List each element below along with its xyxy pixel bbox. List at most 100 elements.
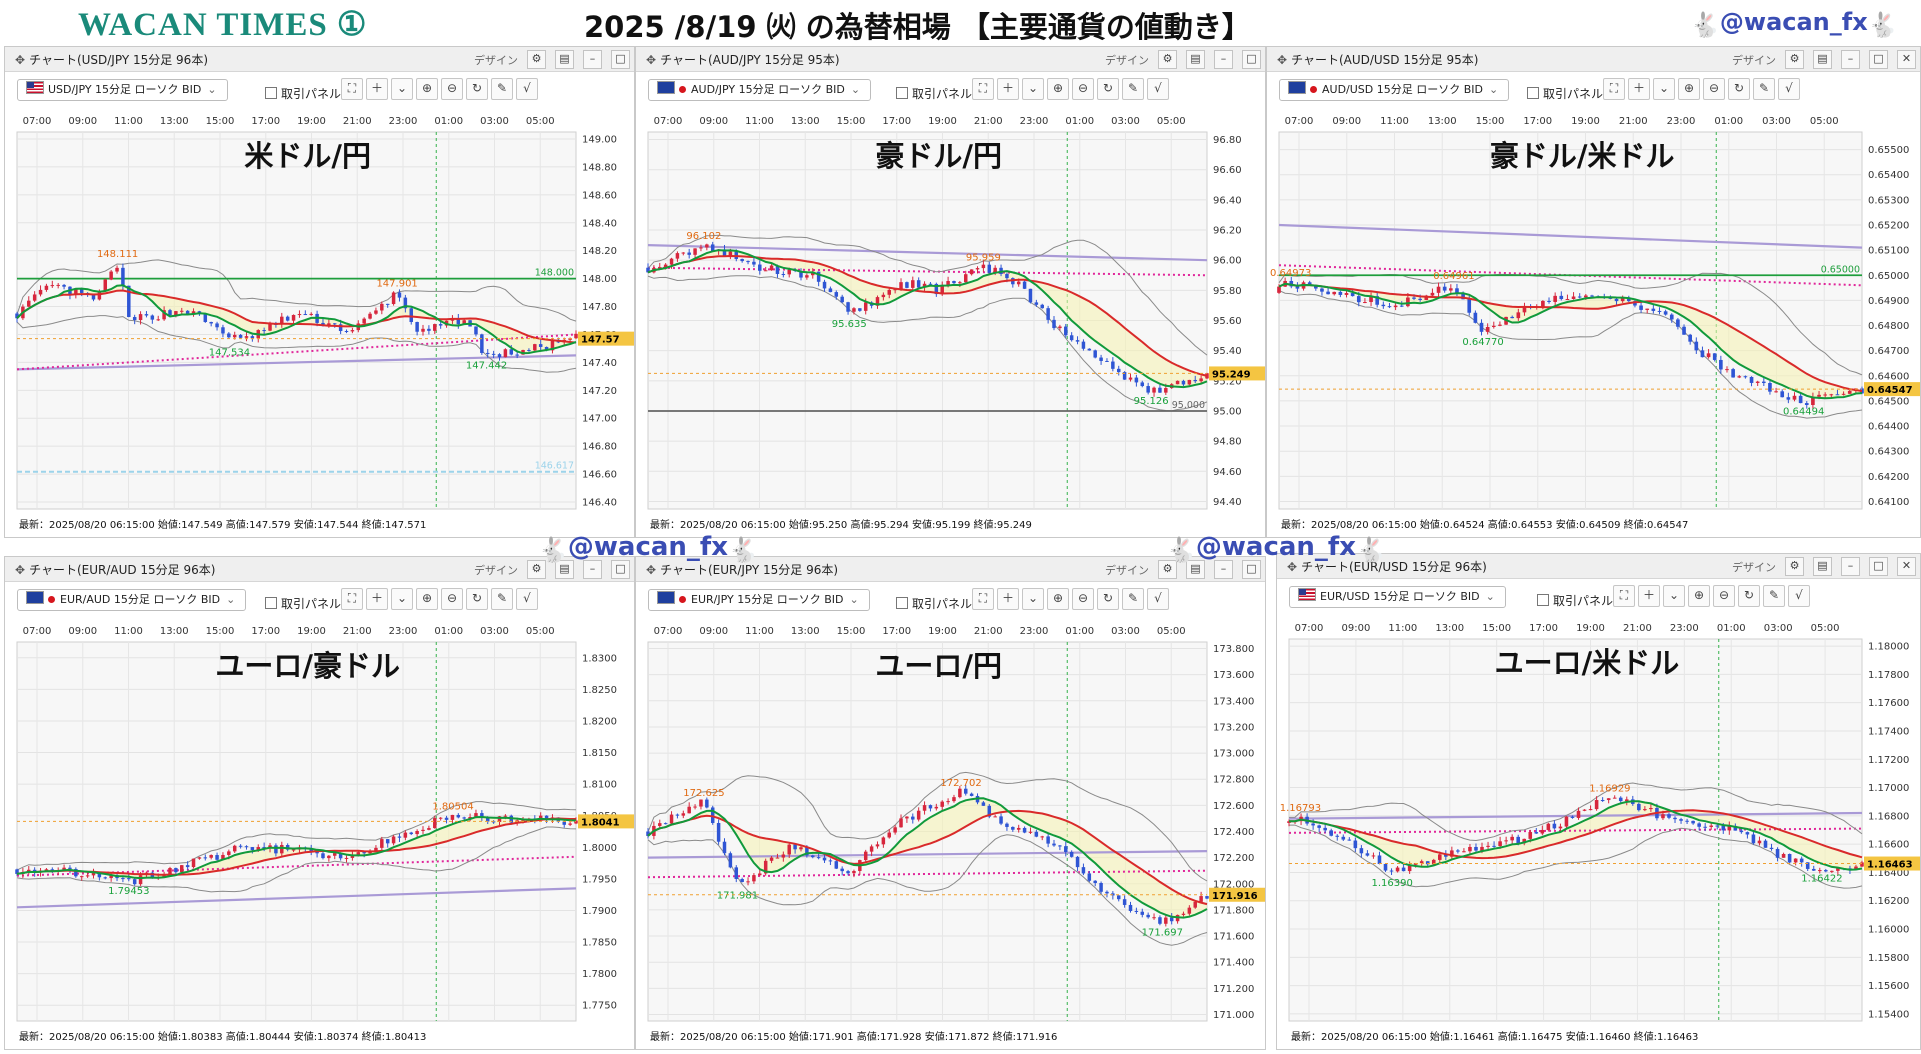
pencil-icon[interactable]: ✎ <box>1122 78 1144 100</box>
maximize-icon[interactable]: □ <box>611 50 630 69</box>
dropdown-icon[interactable]: ⌄ <box>1022 588 1044 610</box>
pencil-icon[interactable]: ✎ <box>491 78 513 100</box>
chart-type-icon[interactable]: ⛶ <box>972 78 994 100</box>
maximize-icon[interactable]: □ <box>1869 557 1888 576</box>
indicator-icon[interactable]: √ <box>1147 588 1169 610</box>
move-icon[interactable]: ✥ <box>646 563 657 577</box>
symbol-selector[interactable]: EUR/USD 15分足 ローソク BID ⌄ <box>1289 586 1506 608</box>
crosshair-icon[interactable]: ＋ <box>997 78 1019 100</box>
chart-type-icon[interactable]: ⛶ <box>341 588 363 610</box>
dropdown-icon[interactable]: ⌄ <box>1663 585 1685 607</box>
move-icon[interactable]: ✥ <box>646 53 657 67</box>
gear-icon[interactable]: ⚙ <box>527 50 546 69</box>
minimize-icon[interactable]: – <box>583 560 602 579</box>
refresh-icon[interactable]: ↻ <box>1097 588 1119 610</box>
zoom-out-icon[interactable]: ⊖ <box>1703 78 1725 100</box>
refresh-icon[interactable]: ↻ <box>466 588 488 610</box>
move-icon[interactable]: ✥ <box>15 563 26 577</box>
gear-icon[interactable]: ⚙ <box>1785 50 1804 69</box>
trade-panel-toggle[interactable]: 取引パネル <box>896 595 972 612</box>
layout-icon[interactable]: ▤ <box>1186 560 1205 579</box>
refresh-icon[interactable]: ↻ <box>1738 585 1760 607</box>
dropdown-icon[interactable]: ⌄ <box>391 78 413 100</box>
close-icon[interactable]: ✕ <box>1897 50 1916 69</box>
maximize-icon[interactable]: □ <box>1242 50 1261 69</box>
crosshair-icon[interactable]: ＋ <box>1638 585 1660 607</box>
trade-panel-checkbox[interactable] <box>896 597 908 609</box>
gear-icon[interactable]: ⚙ <box>1158 50 1177 69</box>
zoom-in-icon[interactable]: ⊕ <box>1047 78 1069 100</box>
indicator-icon[interactable]: √ <box>1788 585 1810 607</box>
maximize-icon[interactable]: □ <box>1869 50 1888 69</box>
design-label[interactable]: デザイン <box>1105 563 1149 577</box>
minimize-icon[interactable]: – <box>1214 50 1233 69</box>
symbol-selector[interactable]: USD/JPY 15分足 ローソク BID ⌄ <box>17 79 228 101</box>
maximize-icon[interactable]: □ <box>1242 560 1261 579</box>
indicator-icon[interactable]: √ <box>1147 78 1169 100</box>
trade-panel-checkbox[interactable] <box>265 87 277 99</box>
design-label[interactable]: デザイン <box>1732 560 1776 574</box>
symbol-selector[interactable]: AUD/JPY 15分足 ローソク BID ⌄ <box>648 79 872 101</box>
zoom-out-icon[interactable]: ⊖ <box>441 78 463 100</box>
symbol-selector[interactable]: EUR/AUD 15分足 ローソク BID ⌄ <box>17 589 247 611</box>
layout-icon[interactable]: ▤ <box>1813 557 1832 576</box>
refresh-icon[interactable]: ↻ <box>1728 78 1750 100</box>
dropdown-icon[interactable]: ⌄ <box>391 588 413 610</box>
trade-panel-checkbox[interactable] <box>1527 87 1539 99</box>
dropdown-icon[interactable]: ⌄ <box>1653 78 1675 100</box>
crosshair-icon[interactable]: ＋ <box>997 588 1019 610</box>
design-label[interactable]: デザイン <box>1105 53 1149 67</box>
trade-panel-toggle[interactable]: 取引パネル <box>896 85 972 102</box>
layout-icon[interactable]: ▤ <box>1813 50 1832 69</box>
indicator-icon[interactable]: √ <box>516 588 538 610</box>
zoom-out-icon[interactable]: ⊖ <box>1072 588 1094 610</box>
design-label[interactable]: デザイン <box>1732 53 1776 67</box>
chart-type-icon[interactable]: ⛶ <box>341 78 363 100</box>
zoom-in-icon[interactable]: ⊕ <box>1688 585 1710 607</box>
pencil-icon[interactable]: ✎ <box>491 588 513 610</box>
layout-icon[interactable]: ▤ <box>1186 50 1205 69</box>
minimize-icon[interactable]: – <box>1841 50 1860 69</box>
design-label[interactable]: デザイン <box>474 53 518 67</box>
trade-panel-toggle[interactable]: 取引パネル <box>1537 592 1613 609</box>
trade-panel-checkbox[interactable] <box>1537 594 1549 606</box>
chart-type-icon[interactable]: ⛶ <box>1603 78 1625 100</box>
zoom-in-icon[interactable]: ⊕ <box>1047 588 1069 610</box>
zoom-out-icon[interactable]: ⊖ <box>441 588 463 610</box>
gear-icon[interactable]: ⚙ <box>1785 557 1804 576</box>
layout-icon[interactable]: ▤ <box>555 50 574 69</box>
zoom-in-icon[interactable]: ⊕ <box>1678 78 1700 100</box>
trade-panel-toggle[interactable]: 取引パネル <box>265 595 341 612</box>
pencil-icon[interactable]: ✎ <box>1753 78 1775 100</box>
gear-icon[interactable]: ⚙ <box>527 560 546 579</box>
chart-type-icon[interactable]: ⛶ <box>1613 585 1635 607</box>
indicator-icon[interactable]: √ <box>516 78 538 100</box>
design-label[interactable]: デザイン <box>474 563 518 577</box>
move-icon[interactable]: ✥ <box>15 53 26 67</box>
chart-type-icon[interactable]: ⛶ <box>972 588 994 610</box>
zoom-out-icon[interactable]: ⊖ <box>1713 585 1735 607</box>
move-icon[interactable]: ✥ <box>1287 560 1298 574</box>
pencil-icon[interactable]: ✎ <box>1763 585 1785 607</box>
minimize-icon[interactable]: – <box>1841 557 1860 576</box>
move-icon[interactable]: ✥ <box>1277 53 1288 67</box>
layout-icon[interactable]: ▤ <box>555 560 574 579</box>
dropdown-icon[interactable]: ⌄ <box>1022 78 1044 100</box>
trade-panel-checkbox[interactable] <box>265 597 277 609</box>
refresh-icon[interactable]: ↻ <box>466 78 488 100</box>
crosshair-icon[interactable]: ＋ <box>366 588 388 610</box>
trade-panel-toggle[interactable]: 取引パネル <box>1527 85 1603 102</box>
indicator-icon[interactable]: √ <box>1778 78 1800 100</box>
minimize-icon[interactable]: – <box>583 50 602 69</box>
refresh-icon[interactable]: ↻ <box>1097 78 1119 100</box>
crosshair-icon[interactable]: ＋ <box>1628 78 1650 100</box>
trade-panel-checkbox[interactable] <box>896 87 908 99</box>
trade-panel-toggle[interactable]: 取引パネル <box>265 85 341 102</box>
minimize-icon[interactable]: – <box>1214 560 1233 579</box>
zoom-out-icon[interactable]: ⊖ <box>1072 78 1094 100</box>
gear-icon[interactable]: ⚙ <box>1158 560 1177 579</box>
symbol-selector[interactable]: EUR/JPY 15分足 ローソク BID ⌄ <box>648 589 870 611</box>
symbol-selector[interactable]: AUD/USD 15分足 ローソク BID ⌄ <box>1279 79 1510 101</box>
maximize-icon[interactable]: □ <box>611 560 630 579</box>
crosshair-icon[interactable]: ＋ <box>366 78 388 100</box>
